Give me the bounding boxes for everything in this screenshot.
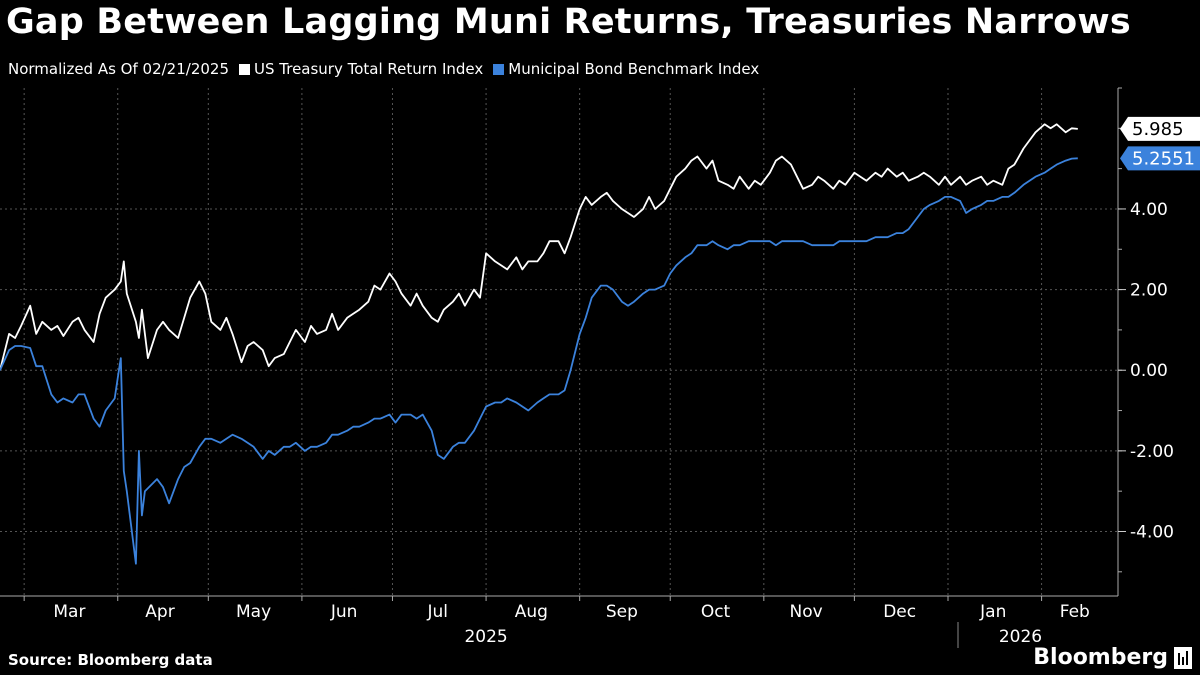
legend-label-treasury: US Treasury Total Return Index [254, 60, 484, 78]
legend: Normalized As Of 02/21/2025 US Treasury … [8, 60, 759, 78]
legend-swatch-muni [493, 63, 505, 75]
muni-last-value-label: 5.2551 [1132, 148, 1195, 169]
muni-series-line [0, 157, 1078, 565]
x-tick-label: Sep [606, 602, 638, 622]
legend-swatch-treasury [239, 63, 250, 75]
treasury-last-value-label: 5.985 [1132, 119, 1184, 140]
x-tick-label: Feb [1060, 602, 1090, 622]
legend-label-muni: Municipal Bond Benchmark Index [508, 60, 760, 78]
x-tick-label: Dec [883, 602, 916, 622]
muni-last-value-tag [1120, 146, 1200, 171]
x-tick-label: Oct [701, 602, 731, 622]
x-tick-label: Mar [53, 602, 85, 622]
x-tick-label: Jul [427, 602, 449, 622]
y-tick-label: 4.00 [1130, 200, 1168, 220]
brand-name: Bloomberg [1033, 645, 1168, 670]
x-tick-label: Jun [330, 602, 358, 622]
brand-logo: Bloomberg [1033, 645, 1192, 670]
y-tick-label: 2.00 [1130, 281, 1168, 301]
x-tick-label: May [236, 602, 271, 622]
source-note: Source: Bloomberg data [8, 651, 213, 669]
year-label: 2026 [999, 627, 1042, 647]
treasury-last-value-tag [1120, 116, 1200, 141]
y-tick-label: -4.00 [1130, 522, 1174, 542]
x-tick-label: Jan [979, 602, 1006, 622]
x-tick-label: Aug [515, 602, 548, 622]
legend-subtitle: Normalized As Of 02/21/2025 [8, 60, 229, 78]
chart-title: Gap Between Lagging Muni Returns, Treasu… [6, 2, 1131, 42]
treasury-series-line [0, 123, 1078, 371]
x-tick-label: Nov [789, 602, 822, 622]
bloomberg-mark-icon [1174, 646, 1192, 669]
x-tick-label: Apr [145, 602, 174, 622]
y-tick-label: 0.00 [1130, 361, 1168, 381]
y-tick-label: -2.00 [1130, 442, 1174, 462]
year-label: 2025 [464, 627, 507, 647]
